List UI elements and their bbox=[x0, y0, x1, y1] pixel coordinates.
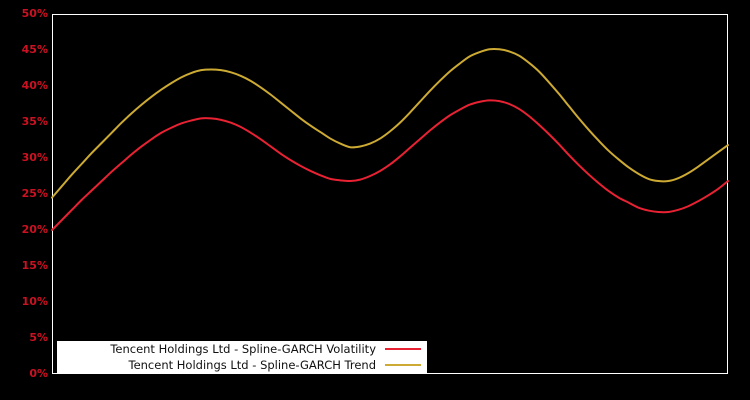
legend-line-sample bbox=[385, 348, 421, 350]
y-axis: 50% 45% 40% 35% 30% 25% 20% 15% 10% 5% 0% bbox=[0, 0, 48, 400]
y-axis-tick-label: 20% bbox=[21, 223, 48, 236]
y-axis-tick-label: 30% bbox=[21, 151, 48, 164]
series-line-trend bbox=[51, 47, 729, 199]
y-axis-tick-label: 10% bbox=[21, 295, 48, 308]
y-axis-tick-label: 45% bbox=[21, 43, 48, 56]
legend-entry-label: Tencent Holdings Ltd - Spline-GARCH Vola… bbox=[110, 342, 376, 356]
y-axis-tick-label: 50% bbox=[21, 7, 48, 20]
chart-legend: Tencent Holdings Ltd - Spline-GARCH Vola… bbox=[57, 341, 427, 374]
plot-area bbox=[52, 14, 728, 374]
y-axis-tick-label: 5% bbox=[29, 331, 48, 344]
y-axis-tick-label: 15% bbox=[21, 259, 48, 272]
y-axis-tick-label: 40% bbox=[21, 79, 48, 92]
series-line-volatility bbox=[51, 99, 729, 231]
legend-entry[interactable]: Tencent Holdings Ltd - Spline-GARCH Vola… bbox=[57, 341, 427, 357]
y-axis-tick-label: 35% bbox=[21, 115, 48, 128]
series-layer bbox=[51, 47, 729, 231]
y-axis-tick-label: 0% bbox=[29, 367, 48, 380]
y-axis-tick-label: 25% bbox=[21, 187, 48, 200]
legend-line-sample bbox=[385, 364, 421, 366]
legend-entry[interactable]: Tencent Holdings Ltd - Spline-GARCH Tren… bbox=[57, 357, 427, 373]
legend-entry-label: Tencent Holdings Ltd - Spline-GARCH Tren… bbox=[128, 358, 377, 372]
